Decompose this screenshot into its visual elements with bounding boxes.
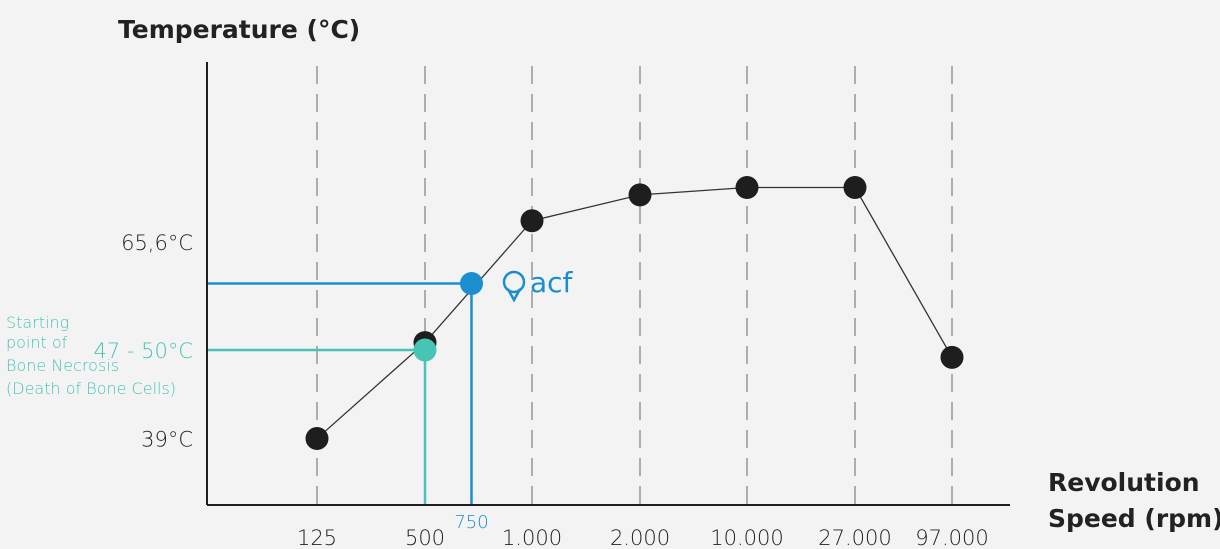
grid-lines bbox=[316, 66, 953, 505]
x-tick-label: 1.000 bbox=[502, 526, 562, 549]
necrosis-note-line: Bone Necrosis bbox=[6, 356, 119, 375]
x-tick-label: 97.000 bbox=[915, 526, 988, 549]
data-point-2.000 bbox=[628, 183, 652, 207]
x-tick-label: 10.000 bbox=[710, 526, 783, 549]
blue-highlight-point bbox=[460, 272, 483, 295]
x-tick-label: 27.000 bbox=[818, 526, 891, 549]
acf-logo: acf bbox=[502, 266, 574, 303]
data-point-97.000 bbox=[940, 345, 964, 369]
x-tick-label: 125 bbox=[297, 526, 337, 549]
necrosis-note-line: point of bbox=[6, 333, 68, 352]
x-axis-title-line-2: Speed (rpm) bbox=[1048, 504, 1220, 533]
x-tick-label: 500 bbox=[405, 526, 445, 549]
necrosis-note-line: Starting bbox=[6, 313, 69, 332]
y-axis-title: Temperature (°C) bbox=[118, 15, 360, 44]
x-tick-label: 2.000 bbox=[610, 526, 670, 549]
highlight-guides bbox=[207, 282, 473, 505]
acf-logo-icon bbox=[502, 270, 526, 294]
data-point-27.000 bbox=[843, 176, 867, 200]
teal-y-label: 47 - 50°C bbox=[93, 339, 193, 363]
y-tick-label: 39°C bbox=[141, 428, 193, 452]
blue-x-label: 750 bbox=[454, 512, 488, 533]
teal-highlight-point bbox=[413, 338, 437, 362]
data-points bbox=[305, 176, 964, 451]
y-tick-label: 65,6°C bbox=[121, 231, 193, 255]
acf-logo-text: acf bbox=[530, 266, 574, 299]
necrosis-note-line: (Death of Bone Cells) bbox=[6, 379, 176, 398]
labels: 125 500 1.000 2.000 10.000 27.000 97.000 39°C 65… bbox=[6, 231, 989, 549]
acf-logo-icon-tail bbox=[506, 288, 522, 303]
series-line bbox=[316, 186, 953, 440]
data-point-125 bbox=[305, 427, 329, 451]
data-point-1.000 bbox=[520, 209, 544, 233]
x-axis-title-line-1: Revolution bbox=[1048, 468, 1200, 497]
data-point-10.000 bbox=[735, 176, 759, 200]
